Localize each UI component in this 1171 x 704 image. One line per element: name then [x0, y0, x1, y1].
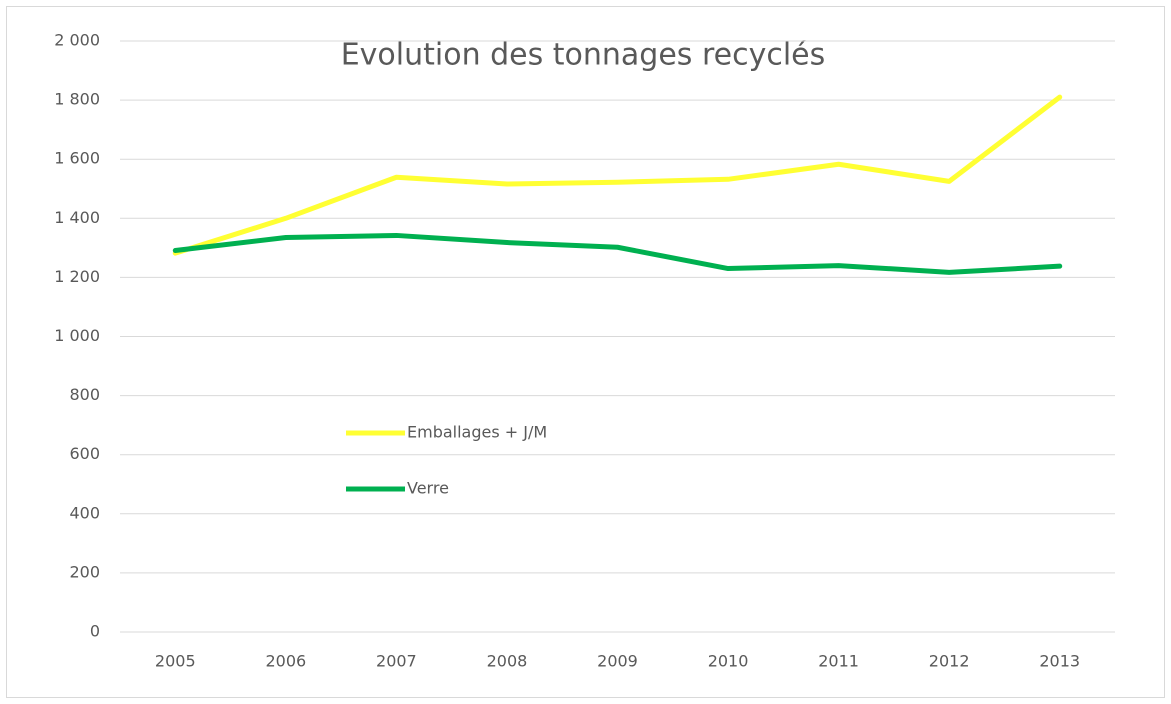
- y-tick-label: 1 200: [54, 267, 100, 286]
- y-tick-label: 0: [90, 622, 100, 641]
- y-tick-label: 1 600: [54, 149, 100, 168]
- legend-label: Emballages + J/M: [407, 423, 547, 442]
- y-tick-label: 1 800: [54, 90, 100, 109]
- x-tick-label: 2005: [155, 652, 196, 671]
- x-tick-label: 2010: [708, 652, 749, 671]
- series-line: [172, 232, 1063, 275]
- x-tick-label: 2011: [818, 652, 859, 671]
- chart-border: [6, 6, 1165, 698]
- y-tick-label: 200: [69, 562, 100, 581]
- y-tick-label: 600: [69, 444, 100, 463]
- x-tick-label: 2013: [1039, 652, 1080, 671]
- y-tick-label: 2 000: [54, 31, 100, 50]
- y-tick-label: 800: [69, 385, 100, 404]
- y-tick-label: 1 000: [54, 326, 100, 345]
- x-tick-label: 2009: [597, 652, 638, 671]
- x-tick-label: 2008: [487, 652, 528, 671]
- series-line: [172, 94, 1063, 256]
- x-tick-label: 2006: [265, 652, 306, 671]
- chart-title: Evolution des tonnages recyclés: [341, 38, 826, 73]
- x-tick-label: 2012: [929, 652, 970, 671]
- y-tick-label: 1 400: [54, 208, 100, 227]
- x-tick-label: 2007: [376, 652, 417, 671]
- legend-label: Verre: [407, 479, 449, 498]
- y-tick-label: 400: [69, 503, 100, 522]
